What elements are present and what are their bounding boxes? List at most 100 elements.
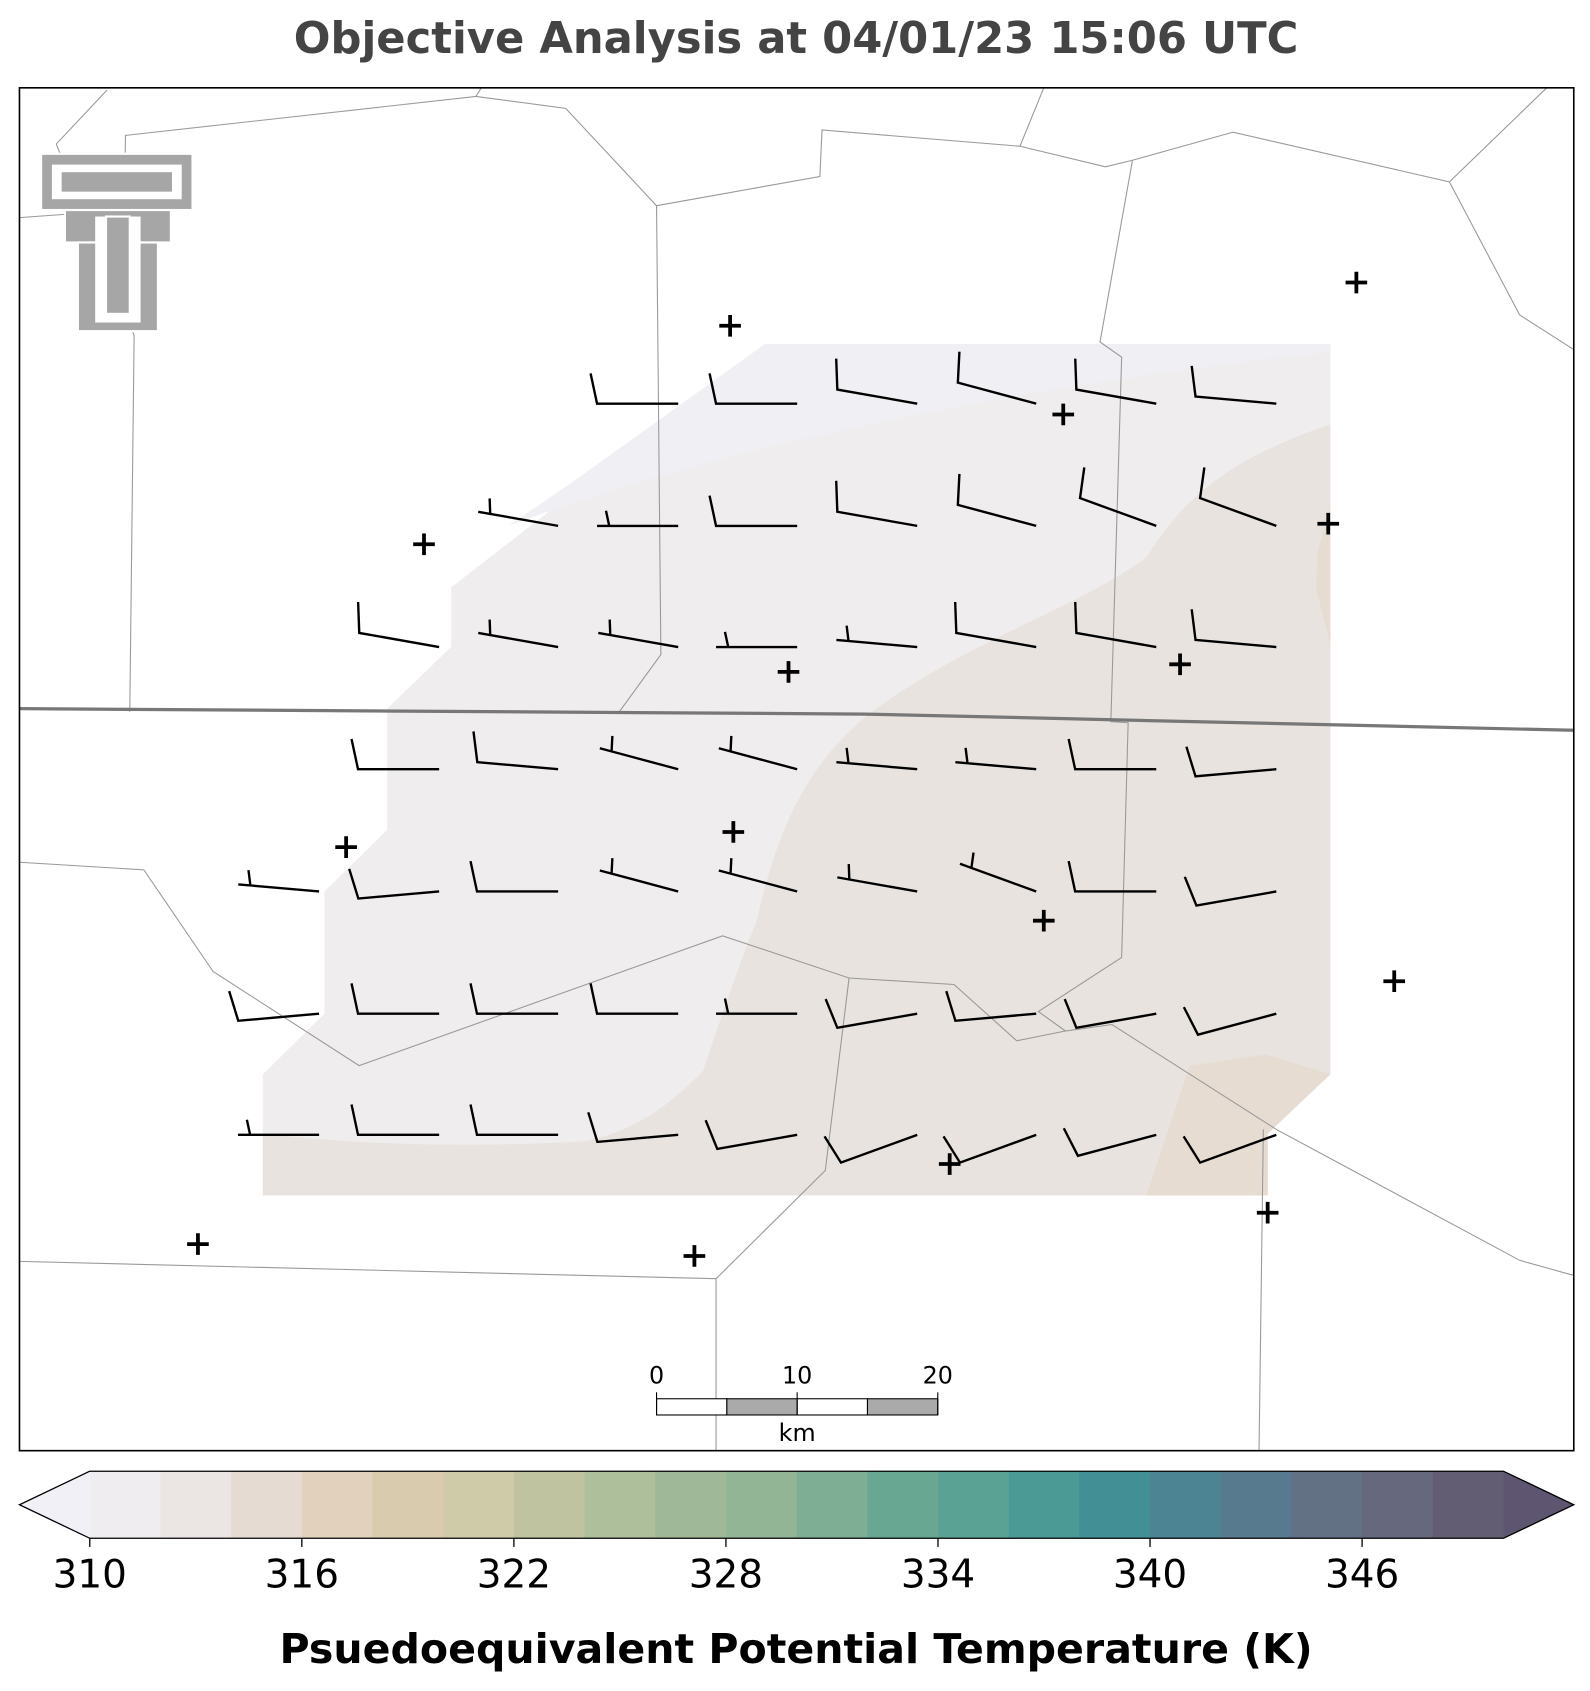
station-marker (1383, 970, 1406, 993)
wind-barb (350, 1104, 440, 1137)
wind-barb (942, 1133, 1037, 1165)
wind-barb (836, 747, 918, 771)
wind-barb (708, 373, 798, 405)
wind-barb (718, 735, 798, 771)
scale-bar: 0 10 20 km (649, 1362, 953, 1447)
wind-barb (1062, 1127, 1157, 1158)
colorbar-label: Psuedoequivalent Potential Temperature (… (279, 1625, 1312, 1673)
wind-barb (835, 358, 918, 405)
logo (40, 152, 194, 333)
station-marker (1345, 271, 1368, 294)
wind-barb (597, 510, 679, 528)
colorbar-bin (1079, 1471, 1151, 1539)
colorbar-bin (231, 1471, 303, 1539)
colorbar-bin (867, 1471, 939, 1539)
station-marker (413, 533, 435, 556)
colorbar-bin (513, 1471, 586, 1539)
colorbar-tick-label: 334 (901, 1553, 975, 1598)
wind-barb (945, 990, 1037, 1023)
wind-barb (1074, 358, 1157, 405)
wind-barb (1067, 738, 1157, 771)
scale-segment (726, 1398, 798, 1416)
wind-barb (1078, 467, 1157, 527)
scale-tick-label: 0 (649, 1362, 664, 1390)
wind-barb (228, 990, 320, 1023)
wind-barb (956, 473, 1037, 528)
wind-barb (959, 852, 1037, 893)
colorbar-bin (301, 1471, 374, 1539)
wind-barb (598, 619, 679, 649)
wind-barb (955, 747, 1037, 771)
station-marker (335, 836, 357, 858)
wind-barb (1182, 1133, 1277, 1165)
wind-barb (718, 858, 798, 893)
wind-barb (824, 998, 918, 1030)
colorbar-bin (160, 1471, 232, 1539)
analysis-band (1316, 508, 1331, 644)
wind-barb (238, 869, 320, 893)
colorbar-tick-label: 328 (689, 1553, 763, 1598)
colorbar-tick-label: 322 (477, 1553, 551, 1598)
state-border (19, 707, 1574, 732)
wind-barb (1198, 467, 1277, 527)
wind-barb (956, 351, 1037, 405)
wind-barb (237, 1119, 320, 1137)
scale-segment (796, 1398, 869, 1416)
colorbar-bin (1362, 1471, 1434, 1539)
wind-barb (716, 631, 798, 649)
wind-barb (708, 495, 798, 528)
colorbar-bin (725, 1471, 798, 1539)
wind-barb (350, 738, 440, 771)
county-lines (19, 87, 1575, 1451)
wind-barb (823, 1133, 918, 1165)
colorbar-bin (1432, 1471, 1505, 1539)
wind-barb (1190, 609, 1277, 649)
station-marker (1052, 403, 1075, 426)
colorbar-tick-label: 346 (1325, 1553, 1399, 1598)
colorbar: 310 316 322 328 334 340 346 (17, 1470, 1576, 1598)
wind-barb (348, 868, 440, 900)
wind-barb (1190, 365, 1277, 405)
colorbar-bin (1008, 1471, 1080, 1539)
wind-barb (599, 858, 679, 893)
colorbar-bin (1150, 1471, 1222, 1539)
wind-barb (589, 373, 679, 405)
map-frame (18, 87, 1575, 1452)
wind-barb (837, 863, 918, 893)
analysis-band (262, 424, 1331, 1196)
wind-barb (1067, 860, 1157, 893)
wind-barb (478, 619, 559, 649)
colorbar-extend-min (19, 1471, 90, 1539)
colorbar-tick-label: 316 (265, 1553, 339, 1598)
wind-barb (1074, 601, 1157, 649)
wind-barb (350, 983, 440, 1015)
colorbar-extend-max (1503, 1471, 1574, 1539)
wind-barbs (228, 351, 1277, 1165)
wind-barb (1063, 998, 1157, 1030)
stations (187, 271, 1406, 1267)
station-marker (722, 821, 745, 843)
colorbar-bin (796, 1471, 868, 1539)
colorbar-bin (372, 1471, 444, 1539)
colorbar-bin (443, 1471, 515, 1539)
colorbar-bin (937, 1471, 1010, 1539)
wind-barb (472, 731, 559, 771)
station-marker (777, 661, 800, 683)
colorbar-tick-label: 310 (53, 1553, 127, 1598)
colorbar-bin (1220, 1471, 1292, 1539)
wind-barb (469, 860, 559, 893)
station-marker (187, 1233, 209, 1255)
wind-barb (704, 1119, 798, 1151)
wind-barb (589, 983, 679, 1015)
station-marker (1032, 909, 1055, 932)
wind-barb (469, 983, 559, 1015)
wind-barb (1182, 1006, 1277, 1037)
wind-barb (1185, 746, 1277, 778)
colorbar-tick-label: 340 (1113, 1553, 1187, 1598)
wind-barb (716, 998, 798, 1015)
wind-barb (953, 601, 1037, 649)
wind-barb (469, 1104, 559, 1137)
wind-barb (587, 1111, 679, 1144)
